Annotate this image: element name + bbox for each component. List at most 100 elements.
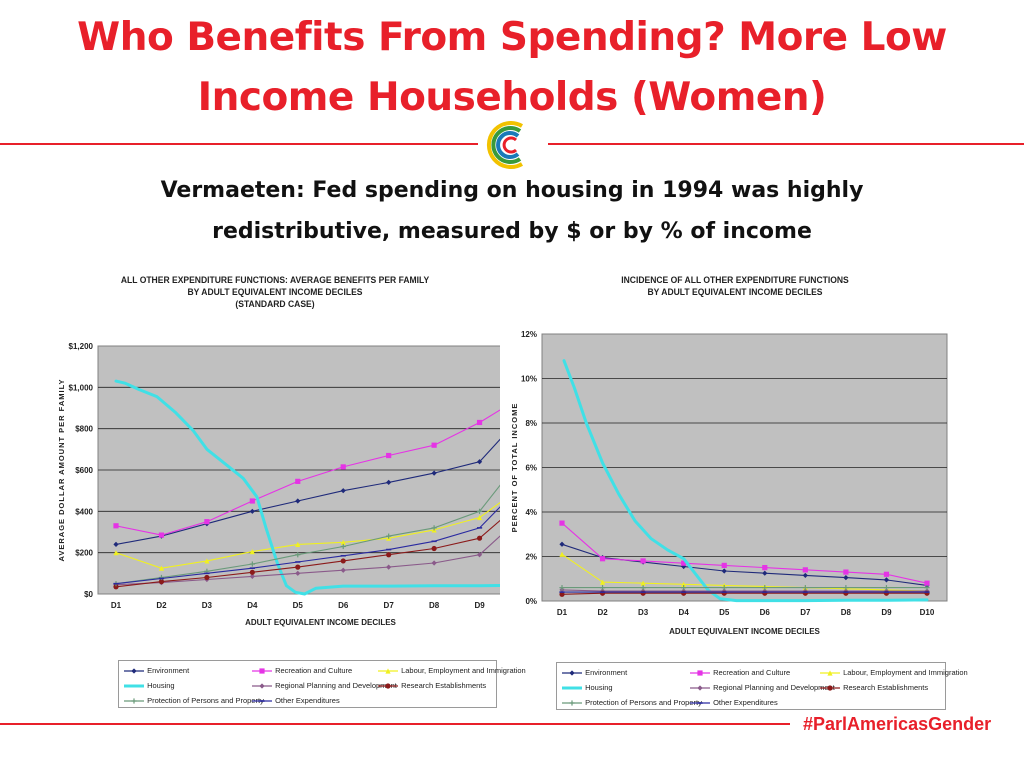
legend-item: Protection of Persons and Property <box>123 695 264 707</box>
y-tick-label: 10% <box>521 375 537 384</box>
legend-item: Labour, Employment and Immigration <box>377 665 526 677</box>
x-tick-label: D1 <box>111 601 122 610</box>
x-tick-label: D5 <box>719 608 730 617</box>
parlamericas-logo-icon <box>486 121 524 169</box>
legend-item: Regional Planning and Development <box>689 682 835 694</box>
legend-swatch-marker <box>385 683 391 689</box>
data-point-research-establishments <box>476 535 483 541</box>
data-point-recreation-and-culture <box>476 419 483 426</box>
left-chart-title: ALL OTHER EXPENDITURE FUNCTIONS: AVERAGE… <box>113 275 437 311</box>
right-line-chart: 0% 2% 4% 6% 8% 10% 12% D1 D2 D3 D4 D5 D6 D7 D8 D9 D10 ADU… <box>510 330 948 636</box>
series-housing <box>562 359 929 603</box>
data-point-recreation-and-culture <box>113 523 119 529</box>
x-tick-label: D8 <box>841 608 852 617</box>
series-line-environment <box>115 438 500 545</box>
legend-swatch-icon <box>690 670 710 676</box>
x-tick-label: D1 <box>557 608 568 617</box>
data-point-labour-employment-and-immigration <box>681 581 687 587</box>
series-line-protection-of-persons-and-property <box>115 484 500 585</box>
right-chart-title-line: INCIDENCE OF ALL OTHER EXPENDITURE FUNCT… <box>621 275 849 286</box>
right-chart-title: INCIDENCE OF ALL OTHER EXPENDITURE FUNCT… <box>596 275 875 299</box>
x-tick-label: D6 <box>338 601 349 610</box>
y-tick-label: $800 <box>75 425 93 434</box>
series-protection-of-persons-and-property <box>559 585 930 591</box>
x-tick-label: D5 <box>293 601 304 610</box>
data-point-recreation-and-culture <box>158 532 165 538</box>
x-tick-label: D8 <box>429 601 440 610</box>
legend-label: Recreation and Culture <box>273 666 353 676</box>
series-research-establishments <box>113 519 500 590</box>
data-point-labour-employment-and-immigration <box>599 579 606 585</box>
data-point-recreation-and-culture <box>924 580 930 586</box>
data-point-environment <box>295 498 301 504</box>
x-tick-label: D4 <box>679 608 690 617</box>
y-tick-label: $400 <box>75 507 93 516</box>
legend-swatch-marker <box>259 683 265 689</box>
legend-label: Regional Planning and Development <box>711 683 835 693</box>
data-point-recreation-and-culture <box>559 520 565 526</box>
legend-label: Research Establishments <box>399 681 487 691</box>
legend-label: Other Expenditures <box>273 696 340 706</box>
data-point-recreation-and-culture <box>802 567 808 573</box>
header-rule-left <box>0 143 478 145</box>
slide-subtitle-line-2: redistributive, measured by $ or by % of… <box>212 219 812 244</box>
legend-swatch-icon <box>378 683 398 689</box>
series-line-research-establishments <box>115 519 500 588</box>
legend-label: Regional Planning and Development <box>273 681 397 691</box>
data-point-environment <box>431 470 437 476</box>
data-point-recreation-and-culture <box>681 560 687 566</box>
y-axis-label: PERCENT OF TOTAL INCOME <box>510 403 519 533</box>
data-point-regional-planning-and-development <box>431 560 437 566</box>
x-tick-label: D4 <box>247 601 258 610</box>
x-tick-label: D9 <box>881 608 892 617</box>
legend-label: Protection of Persons and Property <box>583 698 702 708</box>
data-point-research-establishments <box>340 558 346 564</box>
data-point-environment <box>802 572 808 579</box>
legend-label: Research Establishments <box>841 683 929 693</box>
legend-item: Labour, Employment and Immigration <box>819 667 968 679</box>
x-tick-label: D9 <box>474 601 485 610</box>
legend-swatch-marker <box>827 685 833 691</box>
left-chart-title-line: BY ADULT EQUIVALENT INCOME DECILES <box>187 287 363 298</box>
legend-swatch-icon <box>562 670 582 676</box>
legend-swatch-icon <box>252 683 272 689</box>
x-tick-label: D7 <box>384 601 395 610</box>
legend-swatch-icon <box>252 700 272 702</box>
data-point-recreation-and-culture <box>204 519 210 525</box>
series-line-regional-planning-and-development <box>561 589 928 592</box>
footer-rule <box>0 723 790 725</box>
x-tick-label: D6 <box>760 608 771 617</box>
left-chart-title-line: (STANDARD CASE) <box>235 299 315 310</box>
data-point-regional-planning-and-development <box>295 570 301 576</box>
data-point-research-establishments <box>113 584 119 590</box>
legend-swatch-marker <box>827 670 833 676</box>
right-chart-legend: Environment Recreation and Culture Labou… <box>556 662 968 710</box>
legend-label: Other Expenditures <box>711 698 778 708</box>
data-point-recreation-and-culture <box>431 442 437 448</box>
y-tick-label: $200 <box>75 549 93 558</box>
legend-swatch-marker <box>697 670 703 676</box>
data-point-labour-employment-and-immigration <box>204 558 210 564</box>
y-tick-label: 2% <box>525 553 537 562</box>
series-line-labour-employment-and-immigration <box>561 553 928 592</box>
legend-item: Environment <box>123 665 189 677</box>
series-recreation-and-culture <box>113 409 500 538</box>
series-line-regional-planning-and-development <box>115 535 500 586</box>
data-point-regional-planning-and-development <box>340 567 346 573</box>
series-line-housing <box>562 359 929 603</box>
data-point-recreation-and-culture <box>249 498 255 504</box>
legend-label: Environment <box>583 668 628 678</box>
data-point-environment <box>559 541 565 547</box>
data-point-recreation-and-culture <box>762 565 768 571</box>
series-housing <box>114 379 500 596</box>
data-point-research-establishments <box>295 564 301 570</box>
data-point-labour-employment-and-immigration <box>295 541 301 547</box>
data-point-labour-employment-and-immigration <box>640 580 646 586</box>
series-labour-employment-and-immigration <box>113 501 500 571</box>
legend-label: Environment <box>145 666 190 676</box>
legend-swatch-icon <box>124 684 144 688</box>
legend-item: Housing <box>561 682 613 694</box>
data-point-research-establishments <box>431 545 437 552</box>
data-point-labour-employment-and-immigration <box>476 514 483 521</box>
legend-swatch-marker <box>697 685 703 691</box>
